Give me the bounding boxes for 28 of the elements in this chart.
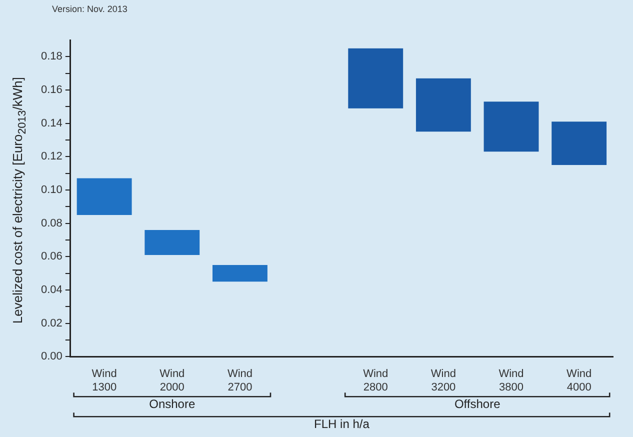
y-tick-label: 0.04 [40, 284, 62, 296]
text: Onshore [149, 396, 196, 411]
y-tick-label: 0.10 [40, 184, 62, 196]
x-tick-label: Wind 2700 [227, 368, 252, 394]
x-tick-label: Wind 3200 [430, 368, 456, 394]
bar [212, 264, 268, 282]
bar [348, 48, 404, 108]
bar [76, 178, 132, 215]
x-tick-label: Wind 3800 [498, 368, 524, 394]
y-tick-label: 0.16 [40, 84, 62, 96]
bar [416, 78, 471, 132]
y-tick-label: 0.12 [40, 150, 62, 163]
y-tick-label: 0.02 [40, 317, 62, 330]
bar [144, 230, 200, 255]
y-tick-label: 0.00 [40, 350, 62, 363]
text: FLH in h/a [314, 416, 370, 431]
x-tick-label: Wind 2800 [363, 368, 388, 394]
bar [484, 102, 539, 152]
text: Offshore [454, 396, 501, 411]
x-tick-label: Wind 2000 [160, 368, 185, 394]
y-tick-label: 0.06 [40, 250, 62, 263]
x-tick-label: Wind 1300 [92, 368, 117, 394]
bar [552, 122, 607, 165]
y-tick-label: 0.14 [40, 117, 62, 130]
y-tick-label: 0.08 [40, 217, 62, 230]
y-tick-label: 0.18 [40, 50, 62, 63]
text: Version: Nov. 2013 [52, 4, 128, 14]
x-tick-label: Wind 4000 [566, 368, 592, 394]
